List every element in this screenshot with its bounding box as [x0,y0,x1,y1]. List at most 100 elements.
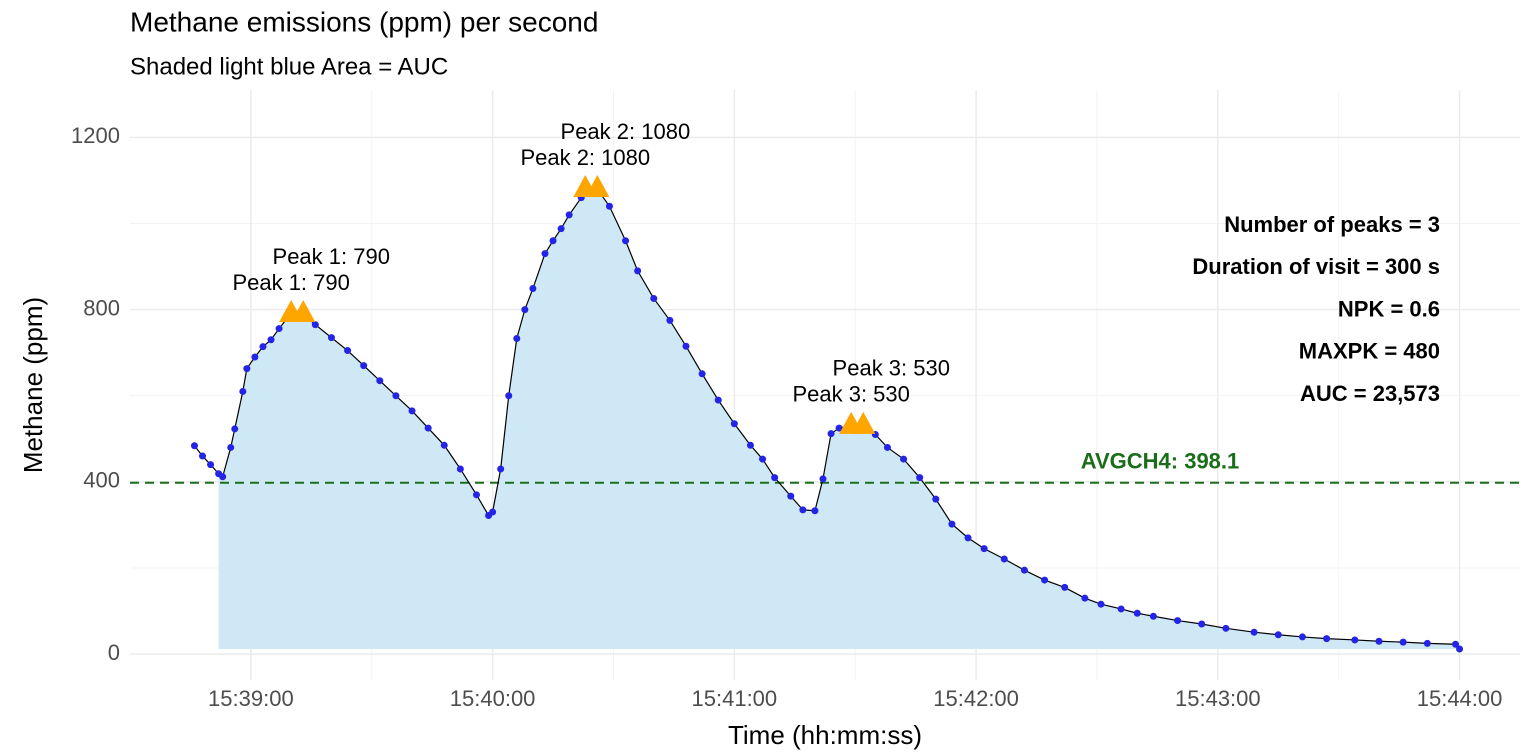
data-point [811,507,819,515]
x-axis-title: Time (hh:mm:ss) [728,720,922,750]
data-point [199,452,207,460]
data-point [799,506,807,514]
peak-label: Peak 3: 530 [833,356,950,381]
data-point [1298,633,1306,641]
y-tick-label: 0 [108,640,120,665]
chart-title: Methane emissions (ppm) per second [130,6,598,37]
data-point [1149,612,1157,620]
data-point [1061,583,1069,591]
data-point [557,225,565,233]
data-point [565,211,573,219]
data-point [219,473,227,481]
data-point [634,267,642,275]
x-tick-label: 15:39:00 [208,686,294,711]
data-point [1198,620,1206,628]
average-label: AVGCH4: 398.1 [1081,449,1240,474]
data-point [207,461,215,469]
data-point [376,377,384,385]
data-point [541,250,549,258]
peak-label: Peak 3: 530 [792,382,909,407]
data-point [513,334,521,342]
data-point [1375,637,1383,645]
data-point [1399,638,1407,646]
data-point [227,443,235,451]
data-point [746,441,754,449]
data-point [472,491,480,499]
data-point [1456,645,1464,653]
x-tick-label: 15:43:00 [1175,686,1261,711]
auc-area [218,189,1460,649]
x-tick-label: 15:41:00 [692,686,778,711]
data-point [759,455,767,463]
data-point [698,370,706,378]
data-point [980,545,988,553]
data-point [682,342,690,350]
x-tick-label: 15:42:00 [933,686,1019,711]
data-point [259,343,267,351]
data-point [549,237,557,245]
data-point [1097,600,1105,608]
stat-text: MAXPK = 480 [1299,339,1440,364]
data-point [231,425,239,433]
data-point [1174,617,1182,625]
data-point [835,424,843,432]
data-point [1351,636,1359,644]
data-point [424,424,432,432]
peak-marker [851,411,876,434]
data-point [489,508,497,516]
data-point [1274,631,1282,639]
chart-subtitle: Shaded light blue Area = AUC [130,53,448,80]
data-point [1000,555,1008,563]
y-tick-label: 400 [83,468,120,493]
y-tick-label: 800 [83,295,120,320]
stat-text: Duration of visit = 300 s [1192,254,1440,279]
data-point [622,237,630,245]
peak-label: Peak 1: 790 [232,270,349,295]
data-point [730,420,738,428]
stat-text: NPK = 0.6 [1338,296,1440,321]
data-point [440,441,448,449]
data-point [408,407,416,415]
data-point [900,455,908,463]
data-point [344,347,352,355]
data-point [505,392,513,400]
data-point [932,495,940,503]
data-point [311,321,319,329]
data-point [360,362,368,370]
data-point [1323,635,1331,643]
data-point [964,534,972,542]
data-point [605,202,613,210]
data-point [1452,640,1460,648]
data-point [392,392,400,400]
data-point [714,396,722,404]
data-point [327,334,335,342]
data-point [666,316,674,324]
data-point [456,465,464,473]
data-point [497,465,505,473]
data-point [819,475,827,483]
data-point [948,520,956,528]
peak-marker [585,175,610,198]
data-point [239,387,247,395]
data-point [1423,639,1431,647]
data-point [1133,609,1141,617]
data-point [190,442,198,450]
y-axis-title: Methane (ppm) [18,297,48,473]
data-point [275,325,283,333]
stat-text: AUC = 23,573 [1300,381,1440,406]
peak-marker [291,299,316,322]
peak-label: Peak 1: 790 [273,244,390,269]
x-tick-label: 15:40:00 [450,686,536,711]
data-point [267,336,275,344]
y-tick-label: 1200 [71,123,120,148]
data-point [787,492,795,500]
data-point [1081,594,1089,602]
data-point [1020,566,1028,574]
data-point [650,294,658,302]
peak-label: Peak 2: 1080 [520,145,650,170]
data-point [1222,624,1230,632]
data-point [916,474,924,482]
data-point [827,430,835,438]
data-point [251,353,259,361]
